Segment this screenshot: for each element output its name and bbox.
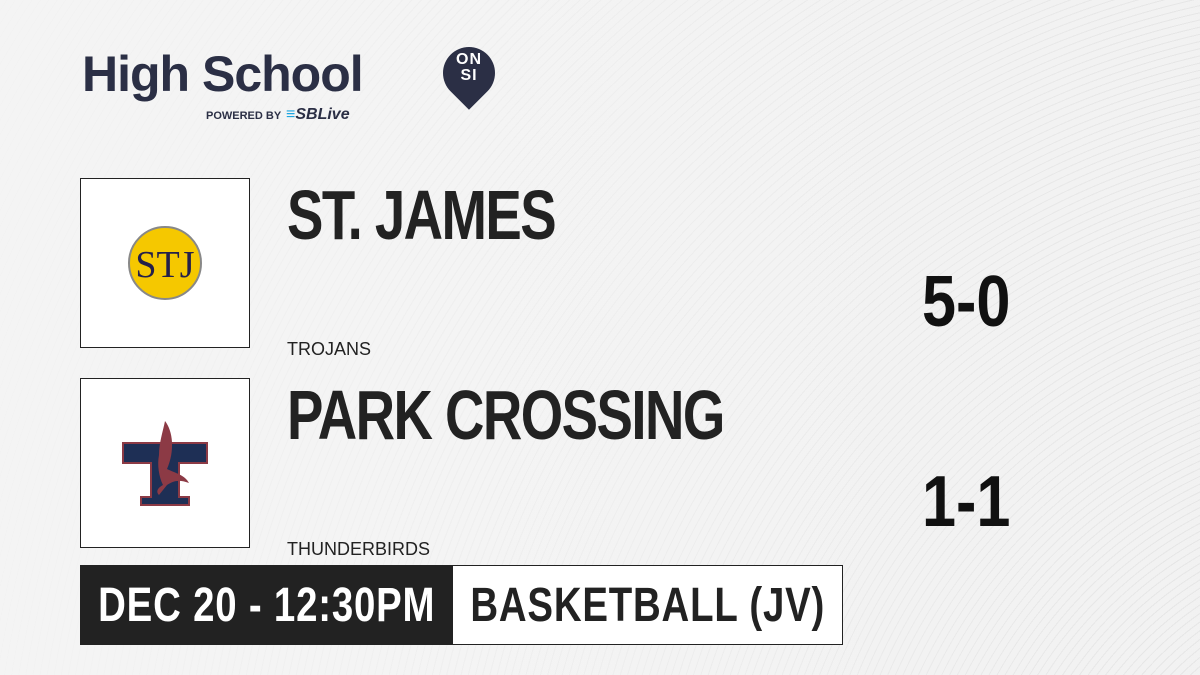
on-si-badge: ON SI — [443, 52, 495, 84]
datetime-text: DEC 20 - 12:30PM — [97, 578, 436, 632]
sponsor-logo: ≡SBLive — [286, 106, 350, 123]
powered-by: POWERED BY — [206, 110, 282, 122]
team-logo-st-james: STJ — [80, 178, 250, 348]
badge-top: ON — [456, 51, 482, 68]
stj-logo-icon: STJ — [128, 226, 202, 300]
brand-logo: High School — [82, 45, 364, 103]
thunderbird-logo-icon — [122, 421, 208, 506]
badge-bottom: SI — [460, 67, 478, 84]
team-name: ST. JAMES — [287, 176, 557, 254]
sport-text: BASKETBALL (JV) — [470, 578, 825, 632]
stj-logo-text: STJ — [135, 244, 194, 286]
sponsor-name: SBLive — [295, 106, 350, 123]
team-name: PARK CROSSING — [287, 376, 725, 454]
team-mascot: THUNDERBIRDS — [287, 539, 431, 559]
team-mascot: TROJANS — [287, 339, 372, 359]
team-record: 1-1 — [922, 462, 1011, 542]
brand-title: High School — [82, 46, 364, 102]
team-logo-park-crossing — [80, 378, 250, 548]
team-record: 5-0 — [922, 262, 1011, 342]
game-sport: BASKETBALL (JV) — [452, 565, 843, 645]
game-datetime: DEC 20 - 12:30PM — [80, 565, 453, 645]
